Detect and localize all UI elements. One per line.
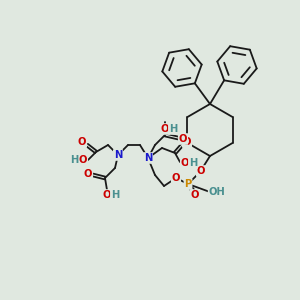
Text: O: O: [78, 137, 86, 147]
Text: O: O: [161, 124, 169, 134]
Text: OH: OH: [208, 187, 225, 197]
Text: O: O: [197, 166, 205, 176]
Text: P: P: [184, 179, 192, 189]
Text: N: N: [114, 150, 122, 160]
Text: O: O: [103, 190, 111, 200]
Text: O: O: [181, 158, 189, 168]
Text: N: N: [144, 153, 152, 163]
Text: O: O: [191, 190, 199, 200]
Text: O: O: [79, 155, 87, 165]
Text: H: H: [189, 158, 197, 168]
Text: O: O: [183, 137, 191, 147]
Text: O: O: [84, 169, 92, 179]
Text: O: O: [179, 134, 187, 144]
Text: O: O: [172, 173, 180, 183]
Text: H: H: [111, 190, 119, 200]
Text: H: H: [70, 155, 78, 165]
Text: H: H: [169, 124, 177, 134]
